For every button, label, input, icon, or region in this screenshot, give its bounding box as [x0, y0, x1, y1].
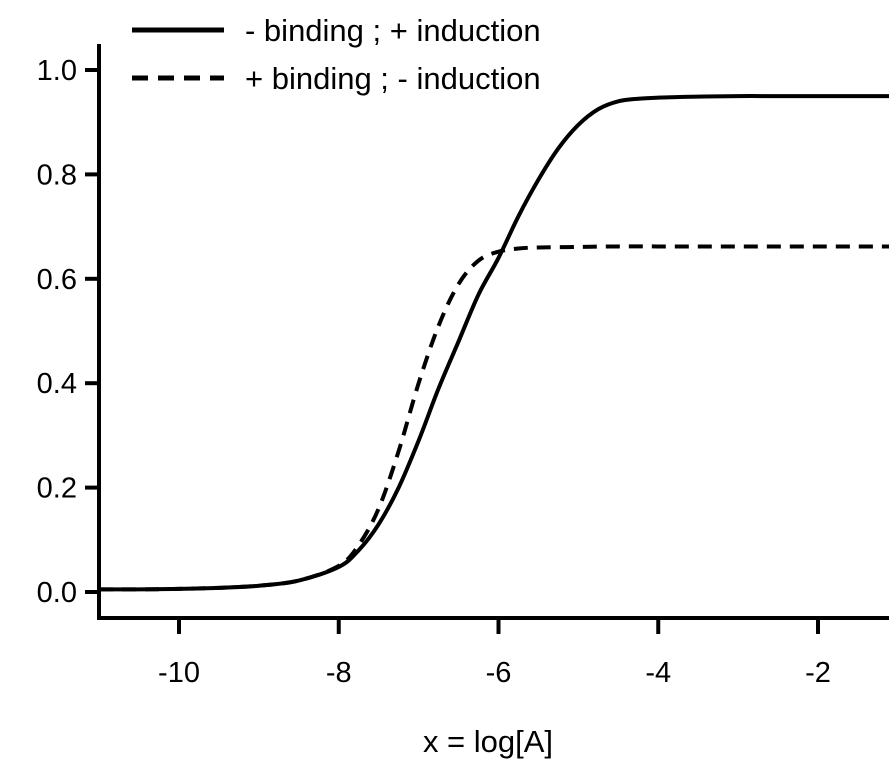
x-tick-label: -8 [326, 657, 352, 689]
y-tick-label: 0.4 [37, 368, 77, 400]
legend: - binding ; + induction + binding ; - ind… [132, 13, 541, 96]
x-tick-label: -2 [805, 657, 831, 689]
series-line-1 [99, 94, 889, 592]
x-tick-label: -4 [645, 657, 671, 689]
x-axis-title: x = log[A] [423, 724, 553, 759]
y-tick-label: 0.6 [37, 264, 77, 296]
legend-label-2: + binding ; - induction [245, 61, 541, 96]
y-tick-label: 0.8 [37, 159, 77, 191]
axes-layer: 0.0 0.2 0.4 0.6 0.8 1.0 -10 -8 -6 -4 -2 [37, 44, 889, 689]
x-tick-label: -10 [158, 657, 200, 689]
series-layer [99, 94, 889, 592]
series-line-2 [99, 244, 889, 592]
legend-label-1: - binding ; + induction [245, 13, 541, 48]
y-tick-label: 0.2 [37, 473, 77, 505]
x-tick-label: -6 [486, 657, 512, 689]
y-tick-label: 1.0 [37, 55, 77, 87]
y-tick-label: 0.0 [37, 577, 77, 609]
